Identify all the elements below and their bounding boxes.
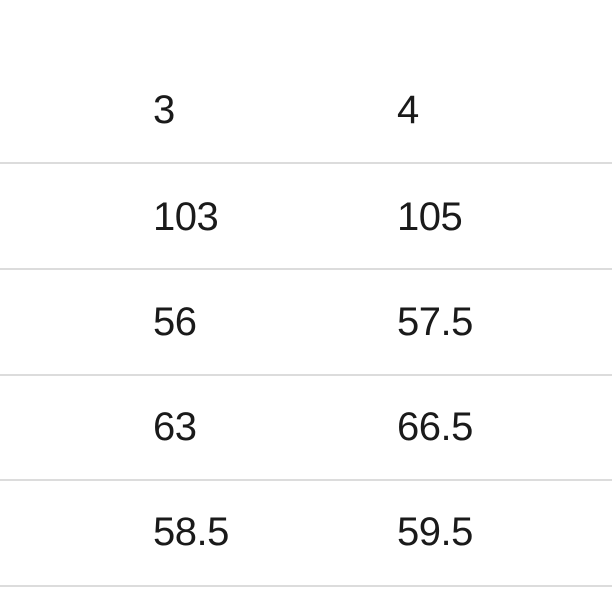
table-cell: 59.5 — [397, 510, 473, 554]
table-row: 63 66.5 — [0, 376, 612, 481]
table-cell: 105 — [397, 195, 463, 239]
header-cell: 3 — [153, 88, 175, 132]
header-row: 3 4 — [0, 60, 612, 165]
table-cell: 56 — [153, 300, 197, 344]
row-divider — [0, 268, 612, 270]
table-row: 58.5 59.5 — [0, 481, 612, 586]
header-cell: 4 — [397, 88, 419, 132]
table-row: 103 105 — [0, 164, 612, 269]
table-row: 56 57.5 — [0, 270, 612, 375]
table-cell: 103 — [153, 195, 219, 239]
table-cell: 57.5 — [397, 300, 473, 344]
row-divider — [0, 479, 612, 481]
table-cell: 63 — [153, 405, 197, 449]
row-divider — [0, 374, 612, 376]
table-cell: 58.5 — [153, 510, 229, 554]
table-cell: 66.5 — [397, 405, 473, 449]
row-divider — [0, 162, 612, 164]
row-divider — [0, 585, 612, 587]
